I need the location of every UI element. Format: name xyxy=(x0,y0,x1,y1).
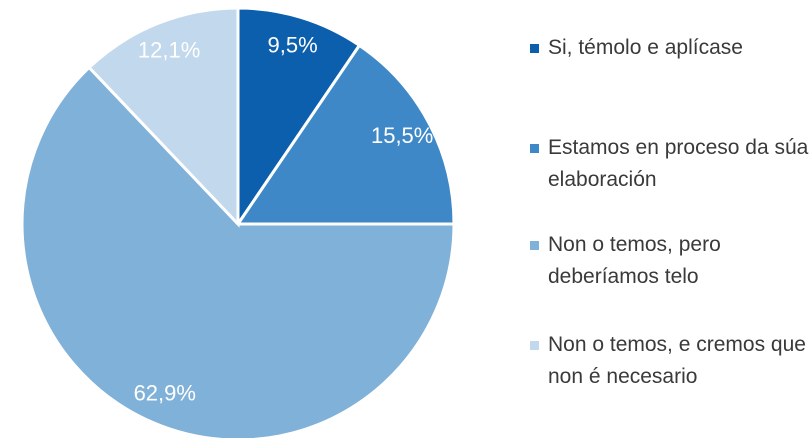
legend-item: Non o temos, e cremos que non é necesari… xyxy=(530,329,811,393)
data-label: 9,5% xyxy=(268,32,318,57)
pie-slice xyxy=(235,43,456,226)
legend-swatch xyxy=(530,341,539,350)
legend-item: Non o temos, pero deberíamos telo xyxy=(530,229,811,293)
legend-label: Si, témolo e aplícase xyxy=(548,36,743,59)
legend-label: Estamos en proceso da súa elaboración xyxy=(548,136,809,191)
pie-slice xyxy=(236,6,362,229)
pie-slice xyxy=(20,65,456,438)
legend-label: Non o temos, pero deberíamos telo xyxy=(548,233,721,288)
legend-label: Non o temos, e cremos que non é necesari… xyxy=(548,333,806,388)
legend-item: Si, témolo e aplícase xyxy=(530,32,811,64)
legend-item: Estamos en proceso da súa elaboración xyxy=(530,132,811,196)
data-label: 12,1% xyxy=(138,37,200,62)
legend-swatch xyxy=(530,144,539,153)
legend-swatch xyxy=(530,44,539,53)
legend-swatch xyxy=(530,241,539,250)
data-label: 15,5% xyxy=(371,123,433,148)
pie-slice xyxy=(87,6,240,228)
data-label: 62,9% xyxy=(134,381,196,406)
